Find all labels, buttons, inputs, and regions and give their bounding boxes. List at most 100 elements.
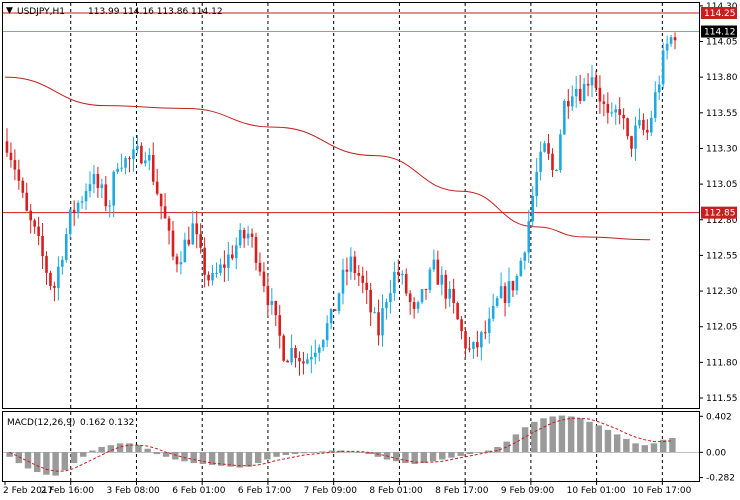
macd-bar <box>15 452 23 464</box>
time-label: 2 Feb 16:00 <box>41 486 95 496</box>
macd-tick-label: 0.00 <box>706 448 726 458</box>
candle-body <box>385 302 388 309</box>
candle-body <box>262 271 266 287</box>
macd-bar <box>98 446 105 453</box>
macd-bar <box>439 452 446 460</box>
candle-body <box>661 50 665 85</box>
candle-body <box>424 289 428 291</box>
time-label: 8 Feb 17:00 <box>435 486 489 496</box>
candle-body <box>630 136 633 149</box>
candle-body <box>21 180 25 193</box>
candle-body <box>602 101 606 104</box>
candle-body <box>460 319 463 332</box>
time-label: 10 Feb 17:00 <box>632 486 691 496</box>
candle-body <box>412 302 416 309</box>
macd-bar <box>24 452 32 469</box>
price-tick-label: 114.05 <box>706 38 738 48</box>
candle-body <box>499 286 503 299</box>
candle-body <box>357 273 361 276</box>
ma-path <box>4 76 651 241</box>
candle-body <box>563 100 566 135</box>
candle-body <box>183 239 187 263</box>
candle-body <box>254 237 258 263</box>
chart-menu-icon[interactable]: ▼ <box>6 6 13 16</box>
candle-body <box>468 348 471 350</box>
candle-body <box>104 184 108 207</box>
candle-body <box>92 174 96 185</box>
candle-body <box>574 89 578 97</box>
symbol-label: USDJPY,H1 <box>17 7 65 17</box>
candle-body <box>440 274 444 285</box>
candle-body <box>365 282 368 290</box>
candle-body <box>175 256 179 265</box>
candle-body <box>53 285 56 288</box>
candle-body <box>195 223 199 235</box>
candle-body <box>614 109 618 113</box>
macd-bar <box>310 452 317 453</box>
candle-body <box>72 209 76 213</box>
candle-body <box>476 342 479 348</box>
candle-body <box>108 205 112 207</box>
macd-histogram <box>6 415 676 476</box>
macd-bar <box>199 452 207 464</box>
macd-bar <box>411 452 418 464</box>
candle-body <box>606 103 610 113</box>
macd-bar <box>457 452 464 456</box>
macd-bar <box>291 452 299 455</box>
candle-body <box>519 260 523 277</box>
candle-body <box>140 145 143 164</box>
price-tick-label: 113.05 <box>706 180 738 190</box>
candle-body <box>638 119 641 126</box>
macd-bar <box>659 439 667 453</box>
macd-bar <box>613 434 621 453</box>
candle-body <box>491 305 495 319</box>
candle-body <box>404 274 408 294</box>
candle-body <box>144 160 147 164</box>
candle-body <box>171 230 175 257</box>
candle-body <box>515 276 519 291</box>
candle-body <box>310 357 313 360</box>
candle-body <box>325 323 329 341</box>
main-chart-window[interactable] <box>2 2 700 409</box>
macd-bar <box>567 416 575 453</box>
macd-bar <box>448 452 455 458</box>
candle-body <box>495 298 499 306</box>
candle-body <box>341 269 345 294</box>
candle-body <box>349 256 353 272</box>
candle-body <box>128 158 131 160</box>
macd-bar <box>632 443 639 453</box>
macd-bar <box>282 452 289 456</box>
macd-bar <box>116 443 124 453</box>
candle-body <box>37 226 40 237</box>
candle-body <box>306 359 309 364</box>
macd-bar <box>300 452 308 454</box>
macd-tick-label: -0.282 <box>706 474 735 484</box>
price-badges: 114.25 114.12 112.85 <box>701 6 737 219</box>
candle-body <box>397 271 400 275</box>
macd-bar <box>604 429 612 453</box>
candle-body <box>155 181 159 194</box>
price-tick-label: 112.80 <box>706 216 738 226</box>
candle-body <box>203 247 206 275</box>
macd-label: MACD(12,26,9) <box>7 418 75 428</box>
macd-bar <box>577 418 584 453</box>
candle-body <box>393 271 396 294</box>
price-badge <box>701 206 737 219</box>
candle-body <box>5 141 9 153</box>
price-tick-label: 112.55 <box>706 251 738 261</box>
candle-body <box>432 259 436 270</box>
time-label: 6 Feb 17:00 <box>238 486 292 496</box>
candle-body <box>669 37 673 44</box>
candle-body <box>57 266 60 288</box>
macd-bar <box>218 452 225 466</box>
candle-body <box>258 262 262 272</box>
candle-body <box>523 252 527 261</box>
candle-body <box>167 218 171 231</box>
macd-bar <box>586 421 593 453</box>
candle-body <box>377 312 380 336</box>
candle-body <box>566 100 570 107</box>
price-badge-label: 112.85 <box>704 209 736 219</box>
candle-body <box>578 89 582 101</box>
candle-body <box>223 264 226 268</box>
